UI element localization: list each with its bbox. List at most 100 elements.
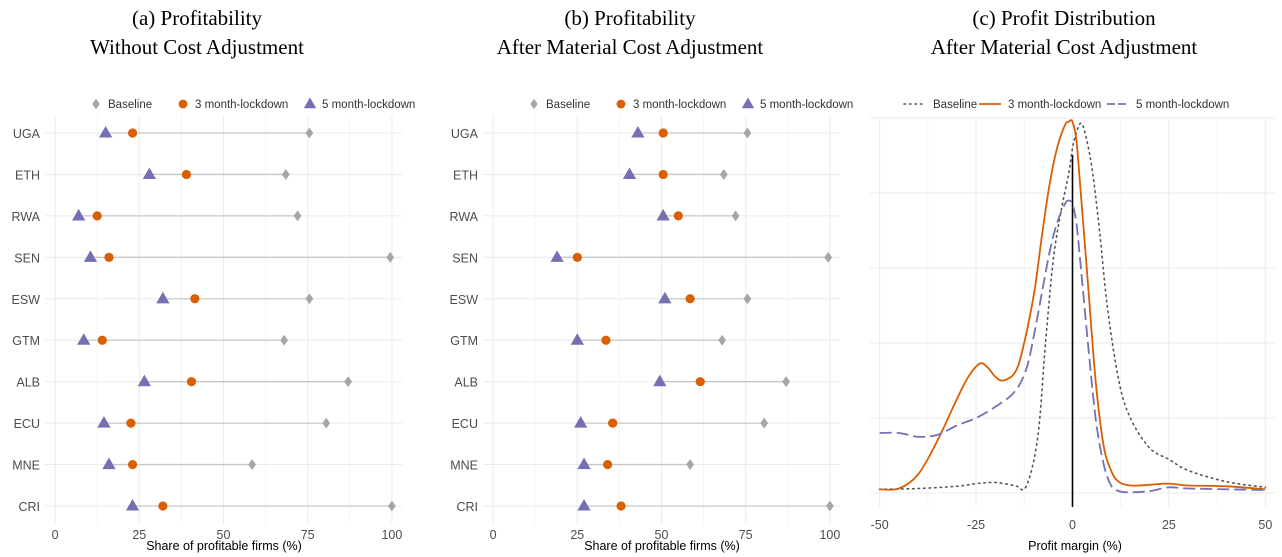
panel-b-point-CRI-diamond (826, 500, 834, 512)
panel-b-category-label-CRI: CRI (456, 500, 478, 514)
panel-c-x-tick-label--50: -50 (871, 518, 889, 532)
panel-a-point-RWA-diamond (293, 210, 302, 222)
panel-a-legend-label-2: 5 month-lockdown (322, 99, 415, 111)
panel-b-point-ALB-diamond (782, 376, 791, 388)
panel-c-legend-label-0: Baseline (933, 99, 977, 111)
panel-c-x-tick-label--25: -25 (967, 518, 985, 532)
panel-b-point-SEN-triangle (550, 250, 564, 262)
panel-a-category-label-SEN: SEN (14, 251, 40, 265)
panel-a-category-label-UGA: UGA (13, 127, 41, 141)
panel-b-legend-label-2: 5 month-lockdown (760, 99, 853, 111)
panel-a-point-MNE-circle (127, 459, 138, 470)
panel-b-x-tick-label-50: 50 (655, 528, 669, 542)
panel-a-point-SEN-diamond (386, 251, 395, 263)
panel-a-plot: 0 25 50 75 100 UGA ETH RWA SEN ESW GTM ALB ECU MNE CRI (12, 115, 402, 542)
panel-a-point-ALB-diamond (344, 376, 353, 388)
panel-b-legend-key-triangle (741, 97, 755, 109)
panel-b-point-UGA-circle (658, 128, 668, 138)
panel-b-point-UGA-diamond (743, 127, 752, 139)
panel-b-point-MNE-circle (603, 459, 613, 470)
panel-c-x-tick-label-0: 0 (1069, 518, 1076, 532)
panel-c-x-tick-label-25: 25 (1162, 518, 1176, 532)
panel-a-legend-label-1: 3 month-lockdown (195, 99, 288, 111)
panel-b-point-ESW-circle (685, 294, 695, 304)
panel-b-category-label-SEN: SEN (452, 251, 478, 265)
panel-b-point-ETH-triangle (622, 167, 637, 179)
panel-a-point-GTM-triangle (77, 333, 91, 345)
panel-a-x-tick-label-50: 50 (217, 528, 231, 542)
panel-a-category-label-CRI: CRI (18, 500, 40, 514)
panel-a-point-CRI-circle (158, 501, 168, 511)
panel-a-point-UGA-diamond (305, 127, 314, 139)
panel-a-point-MNE-diamond (248, 459, 257, 470)
panel-a-point-ESW-triangle (156, 291, 170, 304)
panel-b-point-RWA-triangle (656, 208, 670, 221)
panel-b-point-MNE-diamond (686, 459, 695, 470)
panel-b-point-SEN-circle (572, 252, 582, 262)
panel-c-legend-label-2: 5 month-lockdown (1136, 99, 1229, 111)
panel-b-point-RWA-circle (673, 211, 683, 221)
panel-a-point-MNE-triangle (102, 457, 116, 470)
panel-b-point-UGA-triangle (631, 126, 645, 138)
panel-b-category-label-MNE: MNE (450, 459, 478, 473)
panel-a-x-tick-label-100: 100 (381, 528, 402, 542)
panel-b-category-label-RWA: RWA (450, 210, 479, 224)
panel-a-point-SEN-triangle (83, 250, 98, 262)
panel-a-point-ETH-triangle (142, 167, 157, 179)
panel-c-x-tick-label-50: 50 (1258, 518, 1272, 532)
panel-b-legend-key-diamond (530, 98, 538, 110)
panel-b-point-RWA-diamond (731, 210, 740, 222)
panel-b-point-ESW-triangle (658, 291, 672, 304)
panel-b-x-tick-label-0: 0 (490, 528, 497, 542)
panel-a-point-ALB-triangle (137, 374, 152, 387)
panel-c-title-line2: After Material Cost Adjustment (931, 35, 1198, 59)
panel-b-point-ALB-circle (695, 377, 705, 387)
panel-c-plot: -50 -25 0 25 50 (870, 117, 1275, 532)
panel-a-title-line2: Without Cost Adjustment (90, 35, 304, 59)
panel-a-x-tick-label-25: 25 (132, 528, 146, 542)
panel-a-point-ECU-circle (126, 418, 136, 428)
panel-a-point-SEN-circle (104, 252, 114, 262)
panel-a-legend-key-triangle (303, 97, 317, 109)
panel-b-title-line2: After Material Cost Adjustment (497, 35, 764, 59)
panel-b-point-MNE-triangle (577, 457, 591, 470)
panel-a-point-ETH-circle (181, 169, 192, 180)
panel-b-title-line1: (b) Profitability (564, 6, 696, 30)
panel-b-legend-key-circle (616, 99, 626, 109)
panel-b-x-tick-label-75: 75 (739, 528, 753, 542)
panel-b-plot: 0 25 50 75 100 UGA ETH RWA SEN ESW GTM ALB ECU MNE CRI (450, 115, 840, 542)
panel-a-point-ECU-diamond (322, 417, 331, 429)
panel-a-legend-key-diamond (92, 98, 100, 110)
panel-a-point-ETH-diamond (281, 169, 290, 180)
panel-a-x-axis-label: Share of profitable firms (%) (146, 539, 302, 553)
panel-b-category-label-ECU: ECU (452, 417, 478, 431)
panel-a-x-tick-label-75: 75 (301, 528, 315, 542)
panel-a-point-ECU-triangle (97, 416, 111, 428)
panel-a-point-CRI-diamond (388, 500, 396, 512)
panel-a-category-label-ECU: ECU (14, 417, 40, 431)
panel-b-point-ECU-diamond (760, 417, 769, 429)
panel-b-point-ECU-triangle (574, 416, 588, 428)
panel-b-legend: Baseline 3 month-lockdown 5 month-lockdown (530, 97, 853, 111)
panel-a-category-label-ETH: ETH (15, 168, 40, 182)
panel-c-line-solid (879, 119, 1266, 491)
panel-a-point-ESW-diamond (305, 293, 314, 305)
panel-b-category-label-ESW: ESW (450, 293, 479, 307)
panel-c-title-line1: (c) Profit Distribution (972, 6, 1156, 30)
panel-a-point-RWA-circle (92, 211, 102, 221)
panel-b-category-label-ALB: ALB (454, 376, 478, 390)
panel-b-point-ETH-diamond (719, 169, 728, 180)
panel-a-point-CRI-triangle (125, 499, 140, 511)
panel-c-legend: Baseline 3 month-lockdown 5 month-lockdown (903, 99, 1229, 111)
panel-c-profit-distribution: (c) Profit Distribution After Material C… (870, 6, 1275, 553)
panel-a-category-label-ESW: ESW (12, 293, 41, 307)
panel-b-point-GTM-diamond (718, 334, 727, 346)
panel-a-profitability-without-cost-adjustment: (a) Profitability Without Cost Adjustmen… (12, 6, 416, 553)
panel-b-legend-label-0: Baseline (546, 99, 590, 111)
panel-c-legend-label-1: 3 month-lockdown (1008, 99, 1101, 111)
panel-a-legend: Baseline 3 month-lockdown 5 month-lockdown (92, 97, 415, 111)
panel-a-point-GTM-diamond (280, 334, 289, 346)
panel-b-x-tick-label-100: 100 (819, 528, 840, 542)
panel-b-x-tick-label-25: 25 (570, 528, 584, 542)
